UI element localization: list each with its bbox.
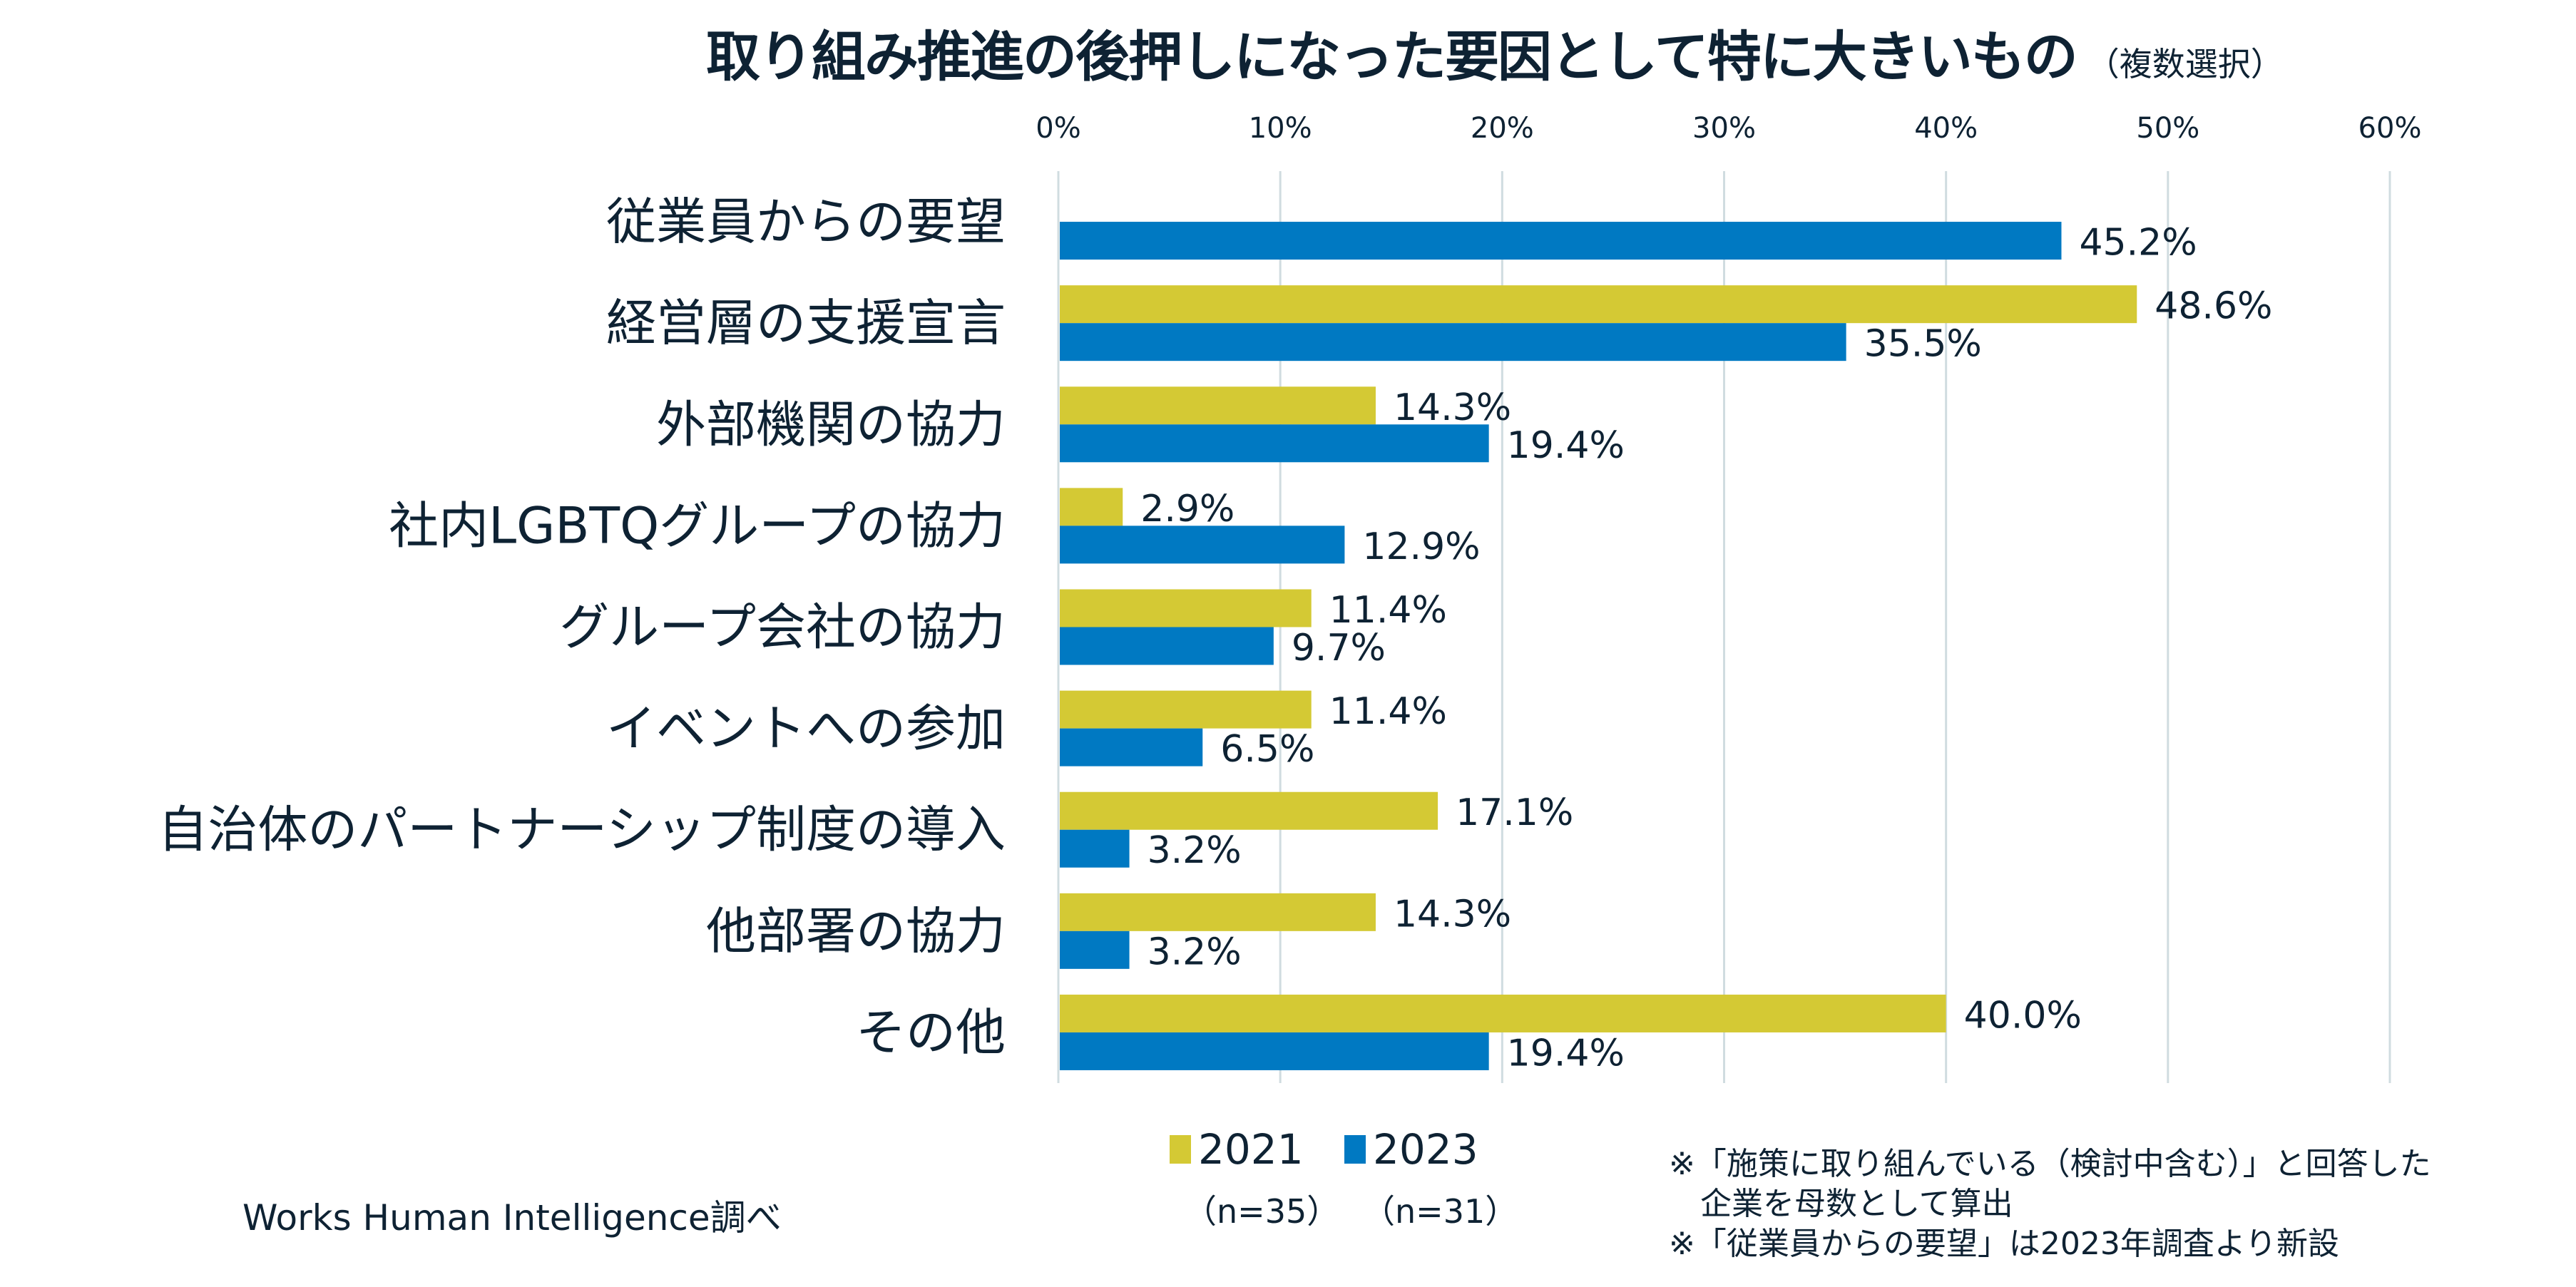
bar-2023: [1060, 829, 1130, 868]
category-label: 他部署の協力: [706, 902, 1006, 960]
bar-2021: [1060, 791, 1438, 830]
data-label-2023: 12.9%: [1362, 525, 1480, 568]
bar-2023: [1060, 1032, 1489, 1070]
legend-item-2023: 2023: [1344, 1125, 1478, 1174]
data-label-2023: 3.2%: [1148, 930, 1242, 973]
data-label-2021: 48.6%: [2155, 285, 2272, 328]
data-label-2021: 17.1%: [1456, 791, 1573, 834]
x-tick-label: 10%: [1249, 112, 1312, 145]
x-tick-label: 40%: [1914, 112, 1978, 145]
data-label-2023: 45.2%: [2079, 222, 2197, 265]
bar-2021: [1060, 589, 1312, 627]
x-tick-label: 0%: [1036, 112, 1080, 145]
data-label-2023: 35.5%: [1864, 323, 1982, 366]
category-label: 社内LGBTQグループの協力: [389, 496, 1006, 555]
data-label-2023: 19.4%: [1507, 1032, 1625, 1075]
bar-2023: [1060, 323, 1846, 362]
x-tick-label: 20%: [1471, 112, 1534, 145]
category-label: イベントへの参加: [606, 699, 1006, 758]
data-label-2023: 9.7%: [1292, 627, 1386, 670]
chart-title: 取り組み推進の後押しになった要因として特に大きいもの （複数選択）: [706, 13, 2284, 91]
data-label-2023: 6.5%: [1220, 728, 1314, 771]
bar-2023: [1060, 930, 1130, 969]
bar-2023: [1060, 627, 1274, 665]
bar-2023: [1060, 424, 1489, 463]
data-label-2021: 11.4%: [1329, 589, 1447, 632]
bar-2023: [1060, 222, 2062, 260]
x-tick-label: 30%: [1692, 112, 1756, 145]
data-label-2021: 14.3%: [1394, 893, 1511, 935]
category-label: 自治体のパートナーシップ制度の導入: [158, 801, 1006, 859]
data-label-2021: 14.3%: [1394, 386, 1511, 429]
footnotes: ※「施策に取り組んでいる（検討中含む）」と回答した 企業を母数として算出 ※「従…: [1669, 1144, 2431, 1264]
legend-swatch-2023: [1344, 1135, 1366, 1164]
legend-item-2021: 2021: [1170, 1125, 1304, 1174]
data-label-2021: 2.9%: [1140, 488, 1235, 530]
data-label-2021: 40.0%: [1964, 994, 2082, 1037]
footnote-1: ※「施策に取り組んでいる（検討中含む）」と回答した: [1669, 1146, 2431, 1182]
bar-2021: [1060, 994, 1946, 1032]
category-label: 経営層の支援宣言: [606, 294, 1006, 352]
category-labels: 従業員からの要望経営層の支援宣言外部機関の協力社内LGBTQグループの協力グルー…: [158, 193, 1006, 1062]
bar-2021: [1060, 690, 1312, 729]
data-labels: 45.2%48.6%35.5%14.3%19.4%2.9%12.9%11.4%9…: [1140, 222, 2272, 1075]
x-axis-ticks: 0% 10% 20% 30% 40% 50% 60%: [1036, 112, 2421, 145]
legend-label-2021: 2021: [1198, 1125, 1304, 1174]
footnote-1-cont: 企業を母数として算出: [1669, 1186, 2013, 1222]
bar-2023: [1060, 728, 1203, 766]
source-credit: Works Human Intelligence調べ: [242, 1197, 782, 1239]
bars: [1060, 222, 2137, 1070]
x-tick-label: 50%: [2136, 112, 2199, 145]
category-label: その他: [856, 1003, 1006, 1062]
x-tick-label: 60%: [2358, 112, 2422, 145]
category-label: 従業員からの要望: [606, 193, 1006, 251]
legend-n-2021: （n=35）: [1184, 1192, 1340, 1231]
legend-label-2023: 2023: [1373, 1125, 1478, 1174]
legend-swatch-2021: [1170, 1135, 1191, 1164]
data-label-2023: 19.4%: [1507, 424, 1625, 467]
footnote-2: ※「従業員からの要望」は2023年調査より新設: [1669, 1226, 2339, 1262]
bar-2023: [1060, 525, 1345, 564]
bar-2021: [1060, 285, 2137, 324]
data-label-2021: 11.4%: [1329, 690, 1447, 733]
category-label: 外部機関の協力: [656, 395, 1006, 453]
bar-2021: [1060, 488, 1123, 526]
category-label: グループ会社の協力: [559, 598, 1006, 657]
bar-2021: [1060, 386, 1376, 425]
data-label-2023: 3.2%: [1148, 829, 1242, 872]
chart-title-sub: （複数選択）: [2086, 45, 2284, 83]
bar-2021: [1060, 893, 1376, 931]
chart-title-main: 取り組み推進の後押しになった要因として特に大きいもの: [706, 25, 2078, 88]
legend-n-2023: （n=31）: [1362, 1192, 1518, 1231]
